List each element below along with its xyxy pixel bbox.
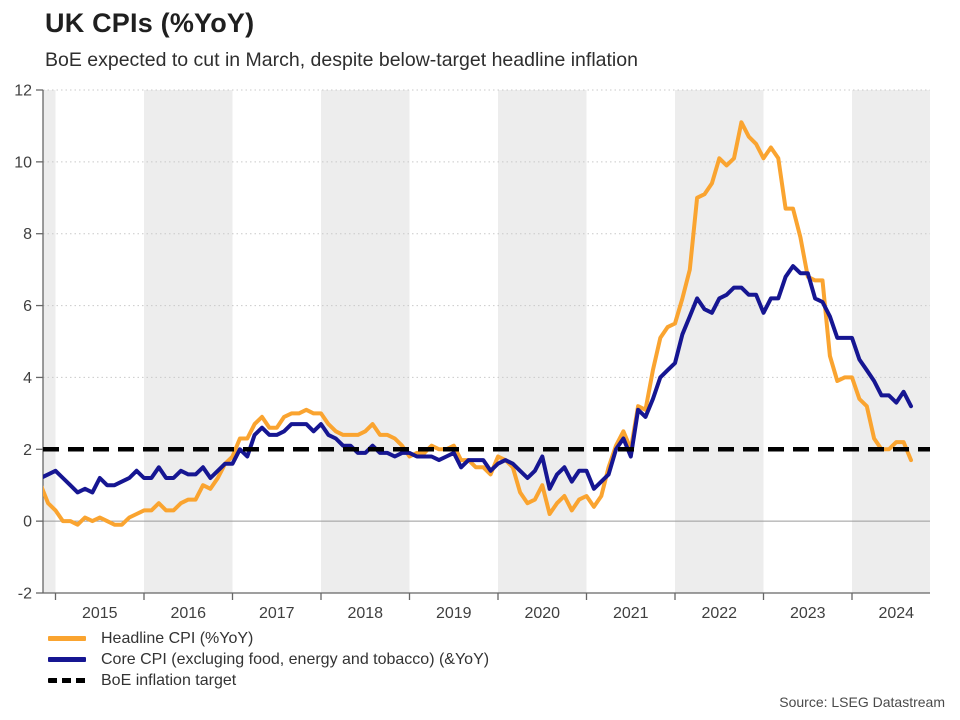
y-tick-label: 2	[23, 442, 32, 459]
legend-label-headline-cpi: Headline CPI (%YoY)	[101, 629, 254, 647]
legend: Headline CPI (%YoY) Core CPI (excluging …	[48, 628, 489, 691]
chart-title: UK CPIs (%YoY)	[45, 8, 255, 38]
headline-cpi-line	[43, 120, 913, 527]
headline-cpi-line-swatch	[48, 636, 86, 641]
source-credit: Source: LSEG Datastream	[779, 694, 945, 710]
year-band-2020	[498, 90, 587, 593]
x-tick-label: 2017	[259, 605, 295, 622]
y-tick-label: 12	[14, 83, 32, 100]
year-band-2018	[321, 90, 410, 593]
legend-label-boe-target: BoE inflation target	[101, 671, 237, 689]
y-tick-label: -2	[18, 586, 32, 603]
year-band-2022	[675, 90, 764, 593]
x-tick-label: 2015	[82, 605, 118, 622]
year-band-2016	[144, 90, 233, 593]
y-tick-label: 4	[23, 370, 32, 387]
chart-subtitle: BoE expected to cut in March, despite be…	[45, 49, 638, 71]
core-cpi-line	[43, 264, 913, 495]
y-tick-label: 10	[14, 154, 32, 171]
legend-item-core-cpi: Core CPI (excluging food, energy and tob…	[48, 649, 489, 670]
y-tick-label: 6	[23, 298, 32, 315]
legend-label-core-cpi: Core CPI (excluging food, energy and tob…	[101, 650, 490, 668]
legend-item-headline-cpi: Headline CPI (%YoY)	[48, 628, 489, 649]
boe-target-line-swatch	[48, 678, 86, 683]
x-tick-label: 2016	[170, 605, 206, 622]
x-tick-label: 2023	[790, 605, 826, 622]
y-tick-label: 0	[23, 514, 32, 531]
x-tick-label: 2018	[347, 605, 383, 622]
x-tick-label: 2019	[436, 605, 472, 622]
legend-item-boe-target: BoE inflation target	[48, 670, 489, 691]
x-tick-label: 2022	[701, 605, 737, 622]
core-cpi-line-swatch	[48, 657, 86, 662]
x-tick-label: 2020	[524, 605, 560, 622]
year-band-2014	[43, 90, 56, 593]
year-band-2024	[852, 90, 930, 593]
x-tick-label: 2021	[613, 605, 649, 622]
y-tick-label: 8	[23, 226, 32, 243]
x-tick-label: 2024	[878, 605, 914, 622]
